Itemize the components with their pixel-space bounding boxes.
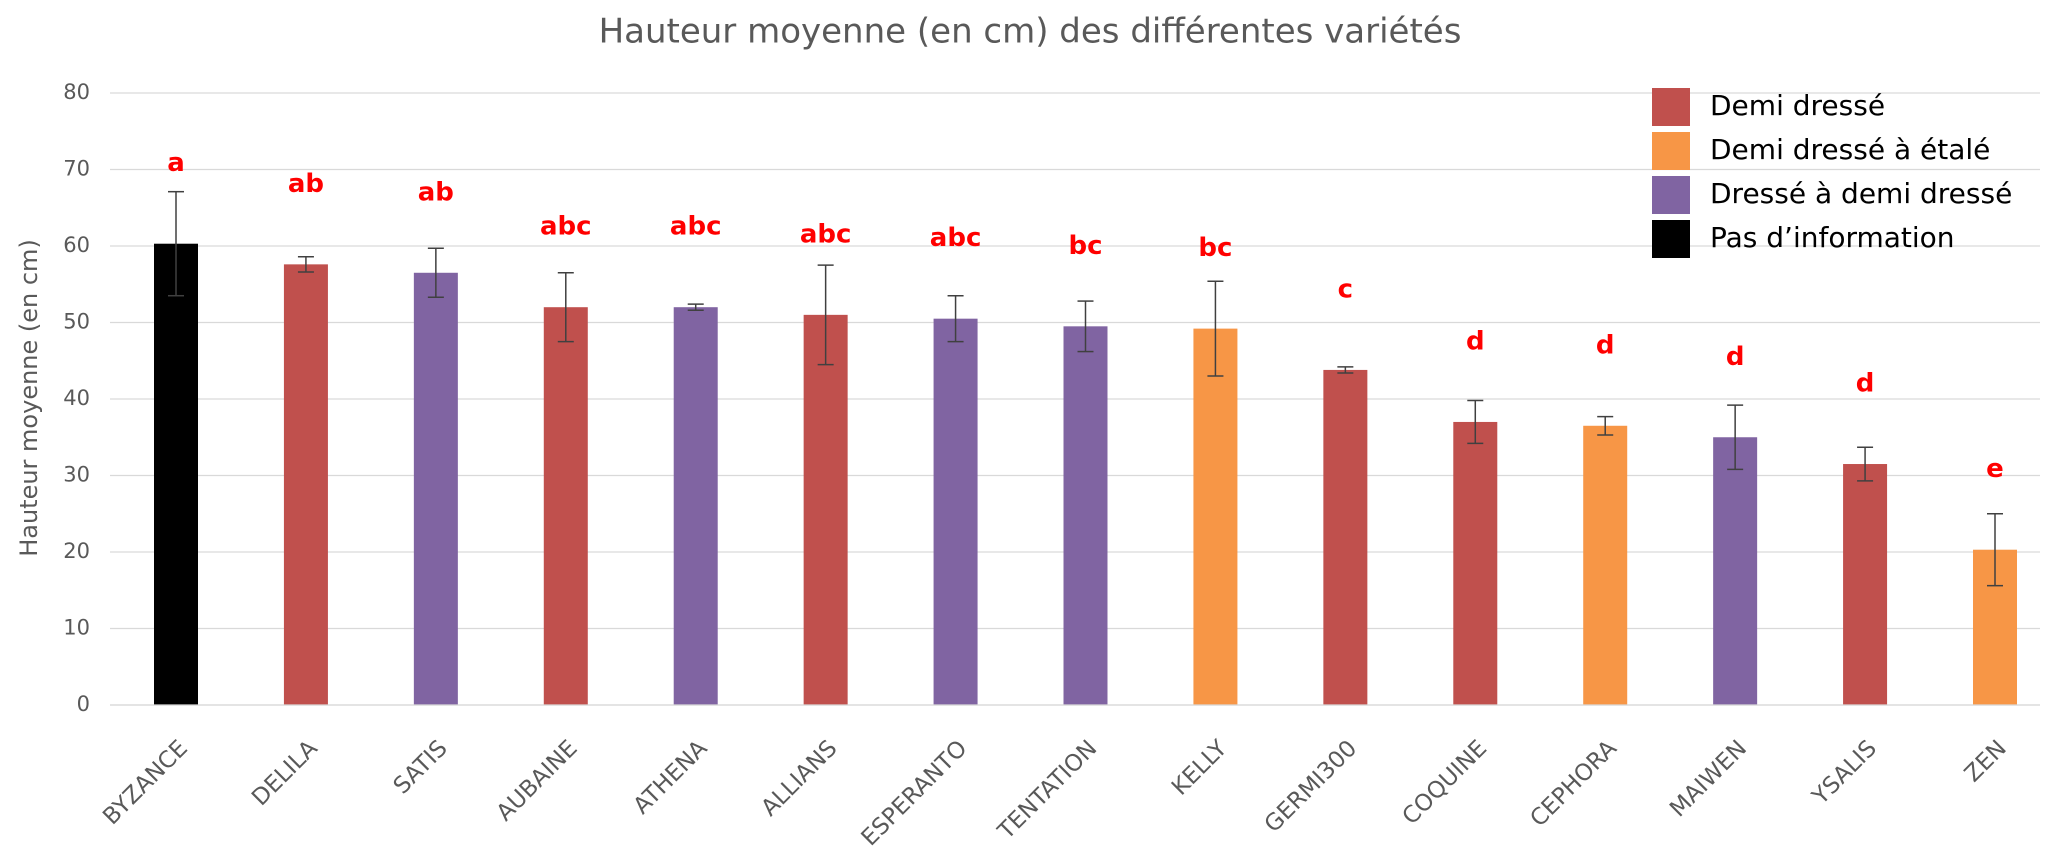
significance-letter: d — [1466, 326, 1485, 356]
y-tick-label: 30 — [63, 463, 90, 487]
error-bar — [817, 264, 834, 366]
significance-letter: e — [1986, 454, 2004, 484]
legend-swatch — [1652, 220, 1690, 258]
y-tick-label: 50 — [63, 310, 90, 334]
y-tick-label: 10 — [63, 616, 90, 640]
bar — [413, 272, 458, 705]
error-bar — [1337, 366, 1354, 374]
significance-letter: abc — [540, 212, 592, 242]
error-bar — [947, 294, 964, 343]
bar — [154, 243, 198, 705]
bar — [1323, 369, 1368, 705]
significance-letter: abc — [930, 223, 982, 253]
x-tick-label: AUBAINE — [492, 735, 583, 826]
error-bar — [427, 247, 444, 299]
significance-letter: abc — [670, 212, 722, 242]
significance-letter: a — [167, 148, 185, 178]
significance-letter: bc — [1068, 231, 1102, 261]
error-bar — [1987, 513, 2003, 587]
bar — [1713, 437, 1758, 705]
bar — [803, 314, 848, 705]
legend-label: Pas d’information — [1710, 221, 1955, 254]
significance-letter: d — [1726, 342, 1745, 372]
y-axis-label: Hauteur moyenne (en cm) — [15, 239, 43, 557]
x-tick-label: GERMI300 — [1260, 735, 1362, 837]
x-tick-label: BYZANCE — [98, 735, 193, 830]
legend-label: Demi dressé à étalé — [1710, 133, 1990, 166]
bar — [1843, 464, 1888, 705]
bar — [283, 264, 328, 705]
error-bar — [557, 272, 574, 343]
y-tick-label: 20 — [63, 539, 90, 563]
bar — [933, 318, 978, 705]
x-tick-label: ZEN — [1960, 735, 2012, 787]
significance-letter: d — [1596, 330, 1615, 360]
y-tick-label: 60 — [63, 233, 90, 257]
y-tick-label: 0 — [77, 692, 90, 716]
legend-label: Demi dressé — [1710, 89, 1885, 122]
significance-letter: ab — [288, 169, 324, 199]
bar — [1063, 326, 1108, 705]
x-tick-label: SATIS — [389, 735, 453, 799]
y-tick-label: 70 — [63, 157, 90, 181]
x-tick-label: ESPERANTO — [857, 735, 973, 851]
error-bar — [1857, 446, 1874, 482]
y-tick-label: 40 — [63, 386, 90, 410]
x-tick-label: ALLIANS — [756, 735, 842, 821]
x-tick-label: COQUINE — [1398, 735, 1492, 829]
y-tick-label: 80 — [63, 80, 90, 104]
legend-swatch — [1652, 176, 1690, 214]
x-tick-label: KELLY — [1167, 735, 1233, 801]
x-tick-label: ATHENA — [629, 735, 713, 819]
chart-title: Hauteur moyenne (en cm) des différentes … — [599, 12, 1462, 52]
bar — [673, 307, 718, 705]
error-bar — [297, 255, 314, 273]
error-bar — [1467, 399, 1484, 445]
legend-swatch — [1652, 132, 1690, 170]
x-tick-label: MAIWEN — [1665, 735, 1752, 822]
error-bar — [1207, 280, 1224, 377]
error-bar — [168, 190, 184, 297]
significance-letter: abc — [800, 219, 852, 249]
error-bar — [1727, 404, 1744, 471]
x-tick-label: DELILA — [247, 735, 323, 811]
significance-letter: d — [1856, 369, 1875, 399]
error-bar — [687, 303, 704, 312]
x-tick-label: TENTATION — [993, 735, 1103, 845]
bar — [1193, 328, 1238, 705]
significance-letter: c — [1338, 274, 1353, 304]
legend-swatch — [1652, 88, 1690, 126]
bar — [1583, 425, 1628, 705]
significance-letter: bc — [1198, 233, 1232, 263]
x-tick-label: CEPHORA — [1525, 735, 1622, 832]
legend-label: Dressé à demi dressé — [1710, 177, 2012, 210]
error-bar — [1597, 415, 1614, 436]
bar — [1453, 421, 1498, 705]
bar — [543, 307, 588, 705]
error-bar — [1077, 300, 1094, 353]
significance-letter: ab — [418, 177, 454, 207]
x-tick-label: YSALIS — [1807, 735, 1882, 810]
